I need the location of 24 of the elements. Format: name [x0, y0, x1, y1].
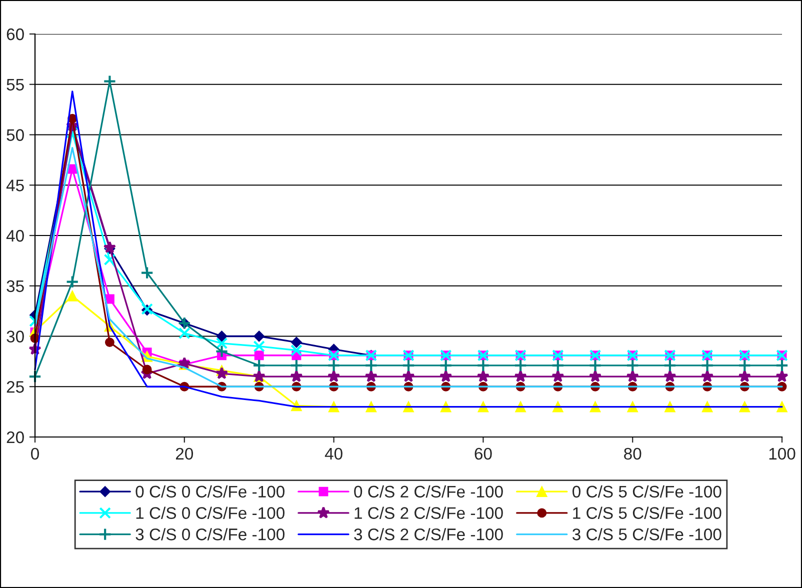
- y-tick-label: 30: [6, 330, 24, 342]
- legend-label: 0 C/S 5 C/S/Fe -100: [572, 485, 722, 498]
- y-tick-label: 45: [6, 180, 24, 192]
- y-tick-label: 60: [6, 28, 24, 40]
- y-tick-label: 25: [6, 381, 24, 393]
- legend-label: 0 C/S 2 C/S/Fe -100: [354, 485, 503, 498]
- y-tick-label: 40: [6, 230, 24, 242]
- legend-label: 3 C/S 2 C/S/Fe -100: [354, 528, 503, 540]
- y-tick-label: 50: [6, 129, 24, 141]
- legend-label: 1 C/S 2 C/S/Fe -100: [354, 506, 503, 519]
- legend-label: 0 C/S 0 C/S/Fe -100: [136, 485, 284, 498]
- y-tick-label: 55: [6, 78, 24, 91]
- y-tick-label: 35: [6, 280, 24, 292]
- legend-label: 3 C/S 5 C/S/Fe -100: [572, 528, 722, 540]
- x-tick-label: 60: [474, 448, 492, 460]
- x-tick-label: 20: [176, 448, 194, 460]
- legend-label: 1 C/S 0 C/S/Fe -100: [136, 506, 284, 519]
- y-tick-label: 20: [6, 431, 24, 444]
- legend-label: 3 C/S 0 C/S/Fe -100: [136, 528, 284, 540]
- x-tick-label: 40: [324, 448, 342, 460]
- legend-label: 1 C/S 5 C/S/Fe -100: [573, 506, 722, 519]
- x-tick-label: 100: [769, 448, 796, 460]
- x-tick-label: 80: [624, 448, 642, 460]
- x-tick-label: 0: [31, 448, 39, 460]
